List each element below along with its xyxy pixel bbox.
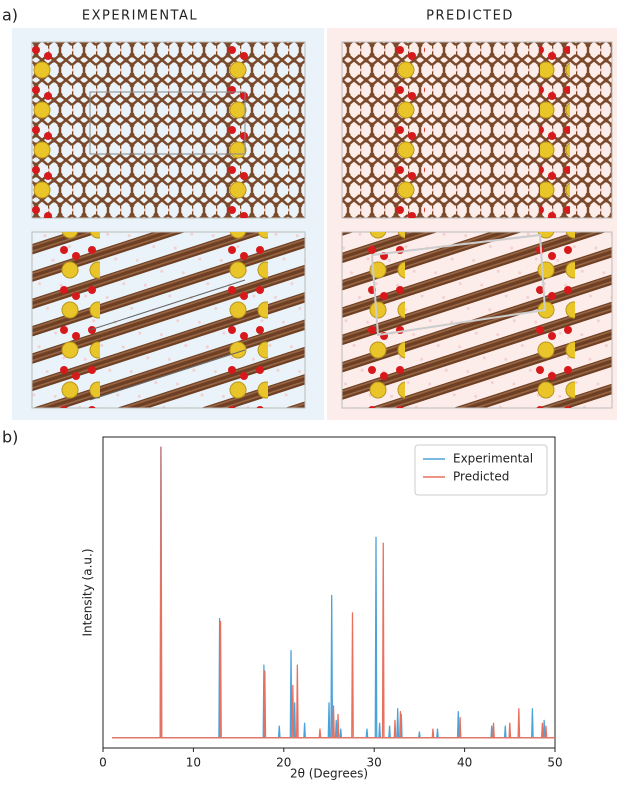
x-axis-label: 2θ (Degrees) [290, 767, 368, 781]
x-tick-label: 50 [547, 756, 562, 770]
panel-title: PREDICTED [426, 9, 514, 24]
x-tick-label: 40 [457, 756, 472, 770]
legend: Experimental Predicted [414, 444, 548, 496]
y-axis-label: Intensity (a.u.) [81, 549, 95, 637]
x-tick-label: 20 [276, 756, 291, 770]
x-tick-label: 30 [367, 756, 382, 770]
series-line [112, 446, 555, 739]
x-tick-label: 10 [186, 756, 201, 770]
x-tick-label: 0 [99, 756, 107, 770]
panel-title: EXPERIMENTAL [82, 9, 198, 24]
legend-label: Predicted [453, 470, 509, 484]
legend-box [414, 444, 548, 496]
legend-label: Experimental [453, 452, 533, 466]
chart: 0 10 20 30 40 50 2θ (Degrees) Intensity (a.u.) E… [81, 436, 563, 781]
panel-label: b) [2, 428, 18, 447]
structure-image [341, 231, 613, 409]
structure-image [31, 231, 306, 409]
structure-image [341, 41, 613, 219]
structure-image [31, 41, 306, 219]
panel-label: a) [2, 6, 18, 25]
plot-frame [102, 436, 556, 749]
